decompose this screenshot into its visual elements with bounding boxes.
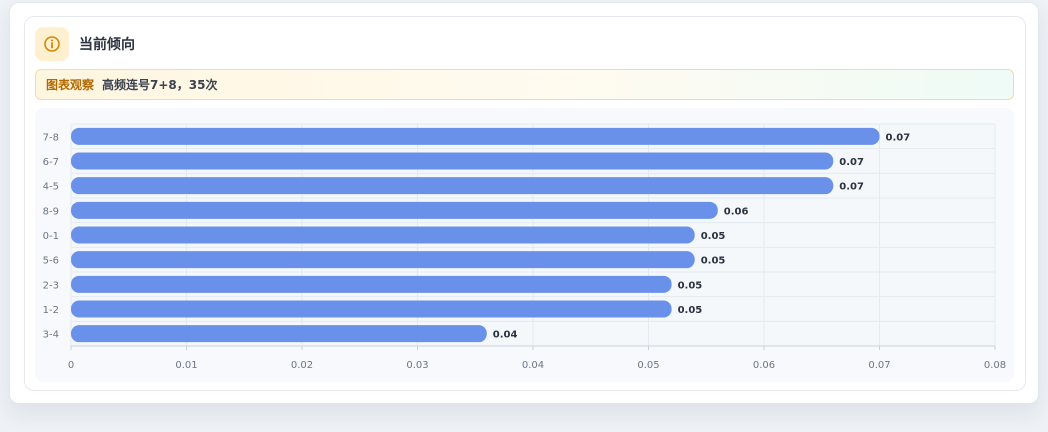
y-category-label: 2-3	[43, 280, 59, 291]
bar-value-label: 0.05	[678, 305, 703, 316]
x-tick-label: 0.06	[753, 360, 775, 371]
card-header: 当前倾向	[35, 27, 135, 61]
bar-value-label: 0.07	[839, 182, 864, 193]
bar-value-label: 0.05	[701, 231, 726, 242]
bar-value-label: 0.05	[678, 280, 703, 291]
bar	[71, 201, 718, 219]
bar-value-label: 0.05	[701, 256, 726, 267]
bar	[71, 177, 834, 195]
observation-banner: 图表观察 高频连号7+8，35次	[35, 69, 1014, 100]
bar-value-label: 0.07	[839, 157, 864, 168]
y-category-label: 7-8	[43, 132, 59, 143]
bar-value-label: 0.06	[724, 206, 749, 217]
card-title: 当前倾向	[79, 37, 135, 53]
bar	[71, 275, 672, 293]
y-category-label: 4-5	[43, 182, 59, 193]
bar-value-label: 0.04	[493, 330, 518, 341]
observation-tag: 图表观察	[46, 78, 95, 92]
x-tick-label: 0	[68, 360, 74, 371]
y-category-label: 5-6	[43, 256, 59, 267]
info-icon-badge	[35, 27, 69, 61]
info-icon	[44, 36, 60, 52]
bar	[71, 251, 695, 269]
y-category-label: 0-1	[43, 231, 59, 242]
x-tick-label: 0.04	[522, 360, 544, 371]
tendency-card: 当前倾向 图表观察 高频连号7+8，35次 0 0.01 0.02 0.03 0.04 0…	[24, 16, 1026, 391]
x-tick-label: 0.08	[984, 360, 1006, 371]
y-category-label: 3-4	[43, 330, 59, 341]
bar	[71, 127, 880, 145]
bar-value-label: 0.07	[886, 132, 911, 143]
bar-chart: 0 0.01 0.02 0.03 0.04 0.05 0.06 0.07 0.08 7-8 0.07…	[43, 123, 1006, 371]
x-tick-label: 0.07	[868, 360, 890, 371]
x-tick-label: 0.05	[637, 360, 659, 371]
bar	[71, 325, 487, 343]
page-container: 当前倾向 图表观察 高频连号7+8，35次 0 0.01 0.02 0.03 0.04 0…	[9, 2, 1039, 404]
bar	[71, 300, 672, 318]
x-tick-label: 0.02	[291, 360, 313, 371]
y-category-label: 6-7	[43, 157, 59, 168]
y-category-label: 1-2	[43, 305, 59, 316]
y-category-label: 8-9	[43, 206, 59, 217]
bar	[71, 152, 834, 170]
bar	[71, 226, 695, 244]
x-tick-label: 0.03	[406, 360, 428, 371]
x-tick-label: 0.01	[175, 360, 197, 371]
observation-text: 高频连号7+8，35次	[102, 78, 218, 92]
chart-panel: 0 0.01 0.02 0.03 0.04 0.05 0.06 0.07 0.08 7-8 0.07…	[35, 108, 1014, 382]
